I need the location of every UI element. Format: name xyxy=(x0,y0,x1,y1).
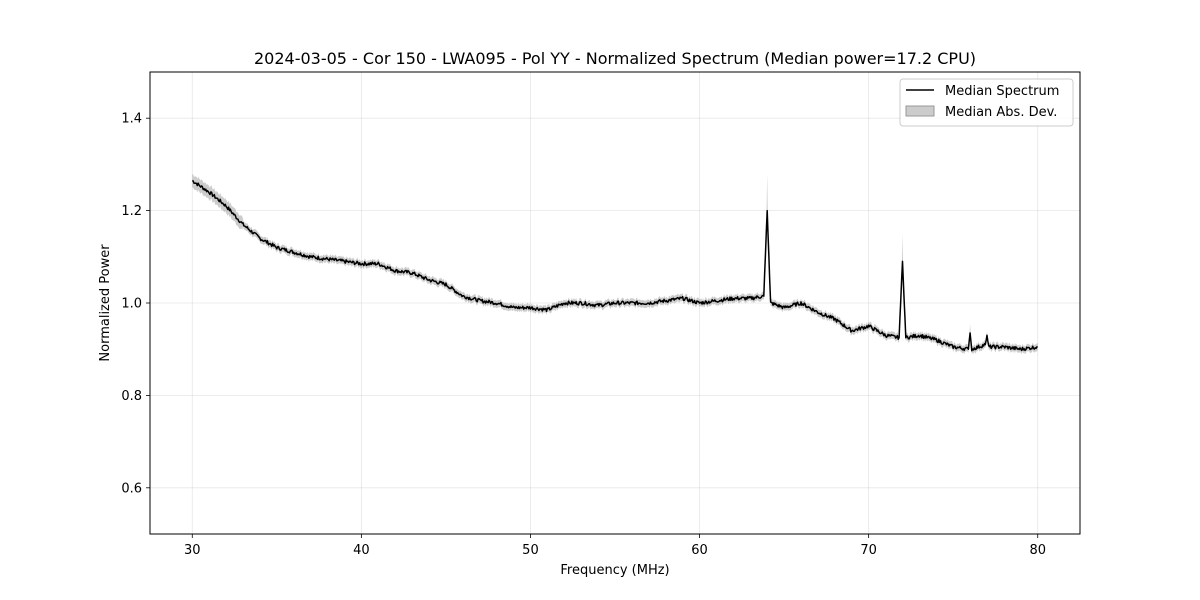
y-tick-label: 0.6 xyxy=(121,481,142,496)
x-axis-label: Frequency (MHz) xyxy=(560,563,669,578)
x-tick-label: 30 xyxy=(184,543,201,558)
legend-median-spectrum-label: Median Spectrum xyxy=(945,84,1059,99)
x-tick-label: 80 xyxy=(1029,543,1046,558)
y-tick-label: 0.8 xyxy=(121,389,142,404)
legend: Median Spectrum Median Abs. Dev. xyxy=(899,78,1074,127)
y-tick-label: 1.0 xyxy=(121,297,142,312)
legend-mad-label: Median Abs. Dev. xyxy=(945,105,1057,120)
y-tick-label: 1.2 xyxy=(121,204,142,219)
x-tick-label: 50 xyxy=(522,543,539,558)
legend-mad-swatch xyxy=(905,105,935,117)
median-spectrum-line-group xyxy=(192,179,1038,352)
median-spectrum-line xyxy=(192,179,1038,352)
legend-box xyxy=(899,78,1074,127)
x-tick-label: 40 xyxy=(353,543,370,558)
y-axis-label: Normalized Power xyxy=(98,244,113,362)
y-axis-ticks: 0.6 0.8 1.0 1.2 1.4 xyxy=(121,112,150,496)
x-tick-label: 70 xyxy=(860,543,877,558)
chart-title: 2024-03-05 - Cor 150 - LWA095 - Pol YY -… xyxy=(254,49,976,68)
x-axis-ticks: 30 40 50 60 70 80 xyxy=(184,534,1046,558)
x-tick-label: 60 xyxy=(691,543,708,558)
y-tick-label: 1.4 xyxy=(121,112,142,127)
